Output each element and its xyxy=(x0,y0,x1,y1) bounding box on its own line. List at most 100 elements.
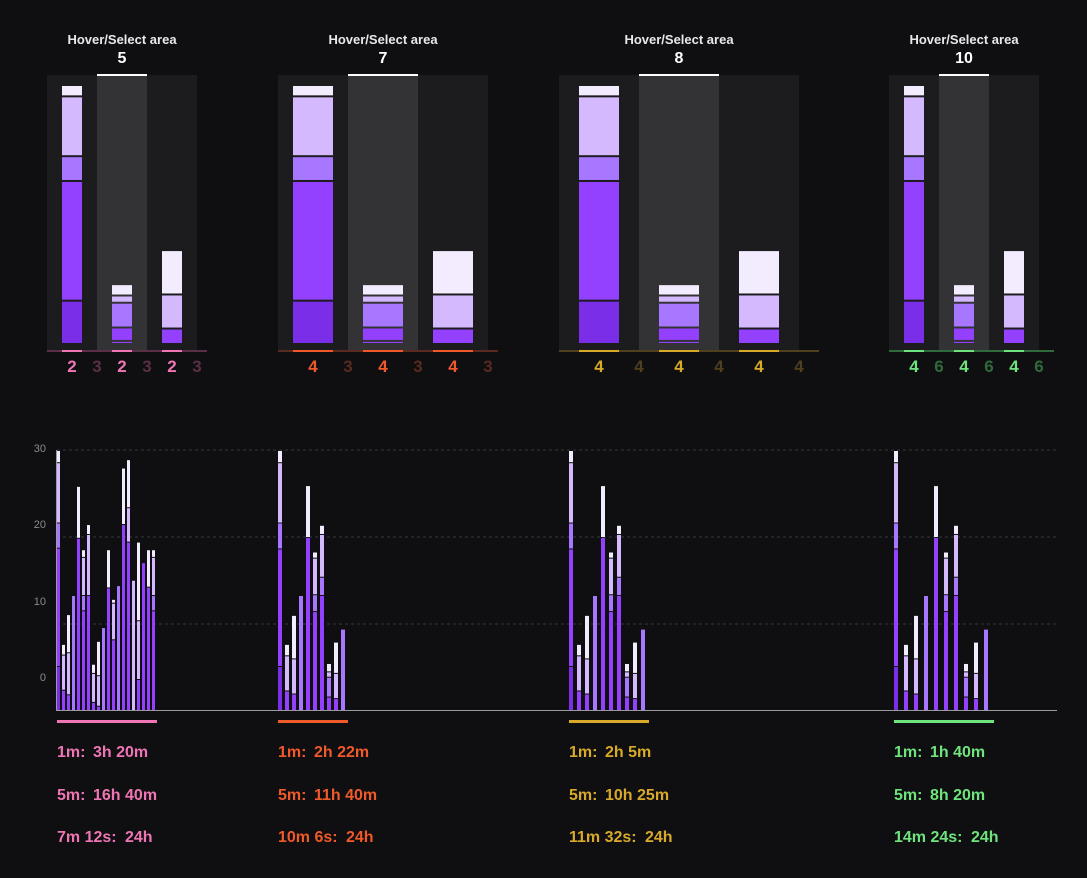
chart-bar-segment[interactable] xyxy=(601,538,605,710)
chart-bar-segment[interactable] xyxy=(954,596,958,710)
chart-bar-segment[interactable] xyxy=(112,603,115,640)
panel-bar-segment[interactable] xyxy=(62,181,82,300)
chart-bar-segment[interactable] xyxy=(914,615,918,659)
chart-bar-segment[interactable] xyxy=(569,523,573,549)
chart-bar-segment[interactable] xyxy=(625,697,629,710)
chart-bar-segment[interactable] xyxy=(617,596,621,710)
chart-bar-segment[interactable] xyxy=(299,596,303,710)
chart-bar-segment[interactable] xyxy=(327,677,331,697)
chart-bar-segment[interactable] xyxy=(306,486,310,538)
chart-bar-segment[interactable] xyxy=(569,667,573,710)
chart-bar-segment[interactable] xyxy=(152,557,155,596)
chart-bar-segment[interactable] xyxy=(62,644,65,655)
panel-bar-segment[interactable] xyxy=(904,181,924,300)
chart-bar-segment[interactable] xyxy=(609,558,613,595)
panel-bar-segment[interactable] xyxy=(579,301,619,343)
chart-bar-segment[interactable] xyxy=(278,667,282,710)
chart-bar-segment[interactable] xyxy=(142,563,145,710)
panel-bar-segment[interactable] xyxy=(62,301,82,343)
chart-bar-segment[interactable] xyxy=(974,642,978,673)
panel-bar-segment[interactable] xyxy=(162,295,182,328)
panel-bar-segment[interactable] xyxy=(363,296,403,302)
chart-bar-segment[interactable] xyxy=(313,552,317,558)
chart-bar-segment[interactable] xyxy=(894,451,898,463)
chart-bar-segment[interactable] xyxy=(137,680,140,710)
chart-bar-segment[interactable] xyxy=(327,663,331,672)
chart-bar-segment[interactable] xyxy=(617,577,621,596)
chart-bar-segment[interactable] xyxy=(593,596,597,710)
chart-bar-segment[interactable] xyxy=(924,596,928,710)
chart-bar-segment[interactable] xyxy=(904,656,908,691)
chart-bar-segment[interactable] xyxy=(964,663,968,672)
panel-bar-segment[interactable] xyxy=(659,341,699,343)
chart-bar-segment[interactable] xyxy=(625,677,629,697)
panel-bar-segment[interactable] xyxy=(579,181,619,300)
chart-bar-segment[interactable] xyxy=(904,644,908,656)
chart-bar-segment[interactable] xyxy=(97,676,100,706)
chart-bar-segment[interactable] xyxy=(117,586,120,710)
chart-bar-segment[interactable] xyxy=(278,523,282,549)
panel-bar-segment[interactable] xyxy=(659,285,699,295)
chart-bar-segment[interactable] xyxy=(617,534,621,577)
chart-bar-segment[interactable] xyxy=(285,691,289,710)
panel-bar-segment[interactable] xyxy=(579,86,619,96)
chart-bar-segment[interactable] xyxy=(577,656,581,691)
chart-bar-segment[interactable] xyxy=(894,549,898,667)
chart-bar-segment[interactable] xyxy=(914,659,918,694)
panel-bar-segment[interactable] xyxy=(162,329,182,343)
chart-bar-segment[interactable] xyxy=(82,550,85,557)
chart-bar-segment[interactable] xyxy=(82,611,85,710)
chart-bar-segment[interactable] xyxy=(306,538,310,710)
chart-bar-segment[interactable] xyxy=(82,596,85,611)
chart-bar-segment[interactable] xyxy=(585,694,589,710)
chart-bar-segment[interactable] xyxy=(112,640,115,710)
chart-bar-segment[interactable] xyxy=(137,621,140,679)
chart-bar-segment[interactable] xyxy=(334,673,338,699)
chart-bar-segment[interactable] xyxy=(152,611,155,710)
chart-bar-segment[interactable] xyxy=(67,695,70,710)
chart-bar-segment[interactable] xyxy=(292,694,296,710)
panel-bar-segment[interactable] xyxy=(739,251,779,294)
chart-bar-segment[interactable] xyxy=(633,699,637,710)
panel-bar-segment[interactable] xyxy=(739,329,779,343)
panel-bar-segment[interactable] xyxy=(1004,251,1024,294)
chart-bar-segment[interactable] xyxy=(904,691,908,710)
panel-bar-segment[interactable] xyxy=(162,251,182,294)
chart-bar-segment[interactable] xyxy=(72,596,75,710)
chart-bar-segment[interactable] xyxy=(152,596,155,611)
chart-bar-segment[interactable] xyxy=(92,673,95,702)
chart-bar-segment[interactable] xyxy=(934,486,938,538)
chart-bar-segment[interactable] xyxy=(92,664,95,673)
chart-bar-segment[interactable] xyxy=(954,534,958,577)
chart-bar-segment[interactable] xyxy=(934,538,938,710)
panel-bar-segment[interactable] xyxy=(904,86,924,96)
chart-bar-segment[interactable] xyxy=(97,641,100,676)
chart-bar-segment[interactable] xyxy=(569,549,573,667)
panel-bar-segment[interactable] xyxy=(363,328,403,340)
chart-bar-segment[interactable] xyxy=(57,523,60,548)
chart-bar-segment[interactable] xyxy=(107,550,110,588)
chart-bar-segment[interactable] xyxy=(633,642,637,673)
panel-bar-segment[interactable] xyxy=(659,328,699,340)
chart-bar-segment[interactable] xyxy=(964,677,968,697)
chart-bar-segment[interactable] xyxy=(313,612,317,710)
chart-bar-segment[interactable] xyxy=(609,595,613,612)
chart-bar-segment[interactable] xyxy=(67,653,70,695)
panel-bar-segment[interactable] xyxy=(904,157,924,180)
chart-bar-segment[interactable] xyxy=(609,552,613,558)
chart-bar-segment[interactable] xyxy=(127,508,130,542)
chart-bar-segment[interactable] xyxy=(964,672,968,677)
chart-bar-segment[interactable] xyxy=(77,538,80,710)
chart-bar-segment[interactable] xyxy=(320,596,324,710)
panel-bar-segment[interactable] xyxy=(112,296,132,302)
chart-bar-segment[interactable] xyxy=(147,587,150,710)
chart-bar-segment[interactable] xyxy=(585,659,589,694)
chart-bar-segment[interactable] xyxy=(57,451,60,463)
chart-bar-segment[interactable] xyxy=(147,550,150,587)
chart-bar-segment[interactable] xyxy=(292,615,296,659)
chart-bar-segment[interactable] xyxy=(102,628,105,710)
panel-bar-segment[interactable] xyxy=(1004,295,1024,328)
chart-bar-segment[interactable] xyxy=(112,599,115,603)
panel-bar-segment[interactable] xyxy=(293,301,333,343)
chart-bar-segment[interactable] xyxy=(974,699,978,710)
